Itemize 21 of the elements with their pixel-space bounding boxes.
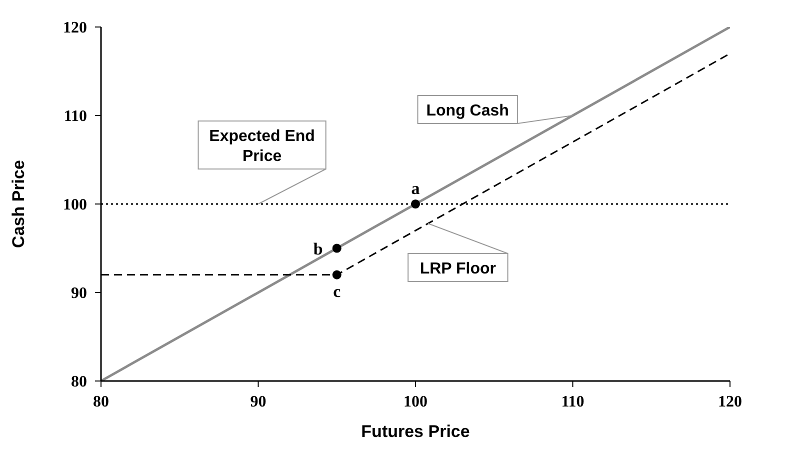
y-tick-label: 110 xyxy=(64,108,87,126)
ref-line-label: Expected End Price xyxy=(209,128,315,165)
legend-label: Long Cash xyxy=(426,102,509,120)
annotation: b xyxy=(313,239,323,258)
y-tick-label: 80 xyxy=(71,374,87,391)
x-tick-label: 90 xyxy=(250,393,266,410)
x-tick-label: 100 xyxy=(404,393,428,410)
annotation: c xyxy=(333,282,342,301)
series-label: LRP Floor xyxy=(420,260,496,278)
point xyxy=(410,199,420,209)
point xyxy=(332,244,342,253)
y-tick-label: 100 xyxy=(63,196,87,214)
y-tick-label: 90 xyxy=(71,285,87,302)
y-tick-label: 120 xyxy=(63,20,87,37)
annotation: a xyxy=(411,179,420,198)
x-axis-title: Futures Price xyxy=(361,422,470,441)
point xyxy=(332,270,342,280)
x-tick-label: 80 xyxy=(93,393,109,410)
x-tick-label: 110 xyxy=(561,393,584,410)
y-axis-title: Cash Price xyxy=(9,160,28,248)
x-tick-label: 120 xyxy=(718,393,742,410)
